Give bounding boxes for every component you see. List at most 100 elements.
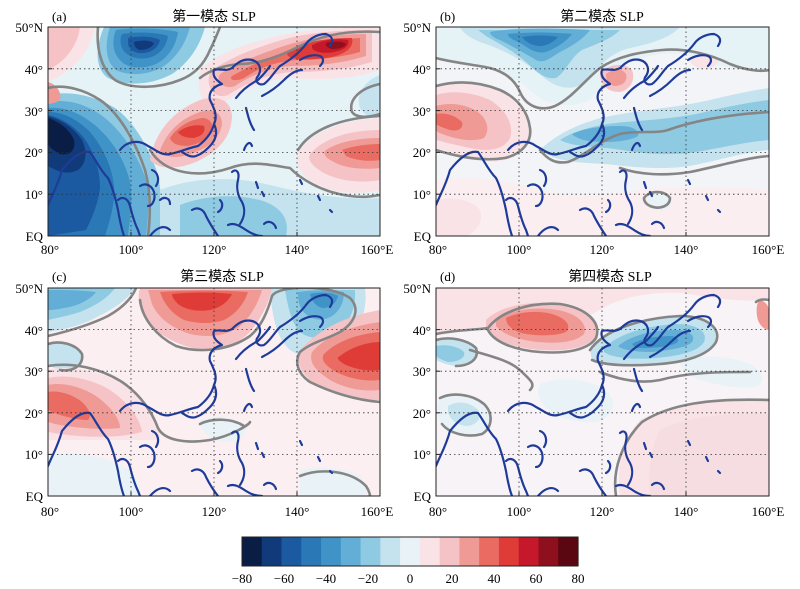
panel-c-grid — [48, 288, 380, 496]
lon-tick-160e: 160°E — [361, 504, 394, 519]
colorbar-cell — [400, 537, 421, 566]
colorbar-label-neg80: −80 — [232, 571, 252, 586]
lon-tick-120: 120° — [590, 504, 615, 519]
panel-a-title: 第一模态 SLP — [172, 8, 256, 25]
panel-d-lat-labels: 50°N 40° 30° 20° 10° EQ — [403, 281, 431, 504]
lat-tick-20: 20° — [413, 145, 431, 160]
panel-c-title: 第三模态 SLP — [180, 268, 264, 285]
colorbar-cell — [498, 537, 520, 566]
lat-tick-eq: EQ — [414, 489, 432, 504]
lat-tick-40: 40° — [25, 62, 43, 77]
colorbar-cell — [261, 537, 283, 566]
panel-d-grid — [436, 288, 769, 496]
colorbar-label-neg60: −60 — [274, 571, 294, 586]
colorbar-label-40: 40 — [488, 571, 501, 586]
lon-tick-160e: 160°E — [361, 242, 394, 257]
lon-tick-140: 140° — [285, 504, 310, 519]
lon-tick-140: 140° — [285, 242, 310, 257]
colorbar-label-neg40: −40 — [316, 571, 336, 586]
panel-a-coastlines — [48, 32, 334, 236]
panel-c-letter: (c) — [52, 269, 66, 284]
colorbar-cell — [360, 537, 381, 566]
panel-a-lon-labels: 80° 100° 120° 140° 160°E — [41, 242, 393, 257]
lon-tick-120: 120° — [202, 242, 227, 257]
panel-d-lon-labels: 80° 100° 120° 140° 160°E — [429, 504, 784, 519]
lon-tick-100: 100° — [119, 242, 144, 257]
colorbar-label-0: 0 — [407, 571, 414, 586]
lat-tick-30: 30° — [413, 364, 431, 379]
colorbar: −80 −60 −40 −20 0 20 40 60 80 — [232, 536, 585, 586]
lat-tick-10: 10° — [25, 447, 43, 462]
lon-tick-80: 80° — [429, 504, 447, 519]
panel-c-lon-labels: 80° 100° 120° 140° 160°E — [41, 504, 393, 519]
panel-d: (d) 第四模态 SLP 50°N 40° 30° 20° 10° EQ 80°… — [403, 268, 784, 519]
panel-b-lat-labels: 50°N 40° 30° 20° 10° EQ — [403, 20, 431, 244]
panel-d-title: 第四模态 SLP — [568, 268, 652, 285]
colorbar-cell — [558, 537, 579, 566]
panel-c: (c) 第三模态 SLP 50°N 40° 30° 20° 10° EQ 80°… — [15, 268, 393, 519]
colorbar-cell — [419, 537, 441, 566]
colorbar-cell — [439, 537, 461, 566]
panel-b-field — [436, 27, 769, 236]
lat-tick-50n: 50°N — [15, 281, 43, 296]
colorbar-cell — [301, 537, 322, 566]
panel-b-lon-labels: 80° 100° 120° 140° 160°E — [429, 242, 784, 257]
panel-b-title: 第二模态 SLP — [560, 8, 644, 25]
lon-tick-140: 140° — [674, 242, 699, 257]
colorbar-cells — [242, 537, 579, 566]
lat-tick-30: 30° — [413, 104, 431, 119]
panel-a-grid — [48, 27, 380, 236]
colorbar-cell — [459, 537, 480, 566]
colorbar-cell — [538, 537, 559, 566]
lat-tick-20: 20° — [25, 406, 43, 421]
lon-tick-80: 80° — [41, 504, 59, 519]
lon-tick-120: 120° — [590, 242, 615, 257]
panel-a-lat-labels: 50°N 40° 30° 20° 10° EQ — [15, 20, 43, 244]
lat-tick-20: 20° — [25, 145, 43, 160]
lat-tick-40: 40° — [413, 323, 431, 338]
colorbar-label-neg20: −20 — [358, 571, 378, 586]
panel-b-grid — [436, 27, 769, 236]
lon-tick-100: 100° — [507, 504, 532, 519]
colorbar-cell — [321, 537, 342, 566]
lon-tick-100: 100° — [507, 242, 532, 257]
panel-a: (a) 第一模态 SLP 50°N 40° 30° 20° 10° EQ 80°… — [15, 8, 393, 257]
lon-tick-120: 120° — [202, 504, 227, 519]
lat-tick-eq: EQ — [26, 229, 44, 244]
colorbar-label-80: 80 — [572, 571, 585, 586]
colorbar-labels: −80 −60 −40 −20 0 20 40 60 80 — [232, 571, 585, 586]
lat-tick-10: 10° — [413, 187, 431, 202]
lon-tick-160e: 160°E — [752, 504, 785, 519]
panel-d-letter: (d) — [440, 269, 455, 284]
panel-a-letter: (a) — [52, 9, 66, 24]
panel-d-field — [436, 288, 769, 496]
lat-tick-50n: 50°N — [403, 20, 431, 35]
lat-tick-50n: 50°N — [15, 20, 43, 35]
lon-tick-80: 80° — [429, 242, 447, 257]
lat-tick-eq: EQ — [26, 489, 44, 504]
colorbar-cell — [340, 537, 362, 566]
lat-tick-30: 30° — [25, 104, 43, 119]
panel-c-coastlines — [48, 293, 334, 496]
panel-c-lat-labels: 50°N 40° 30° 20° 10° EQ — [15, 281, 43, 504]
panel-c-field — [48, 288, 380, 496]
lon-tick-100: 100° — [119, 504, 144, 519]
panel-b-letter: (b) — [440, 9, 455, 24]
lon-tick-140: 140° — [674, 504, 699, 519]
colorbar-frame — [241, 536, 579, 567]
lon-tick-160e: 160°E — [752, 242, 785, 257]
lat-tick-40: 40° — [413, 62, 431, 77]
lat-tick-10: 10° — [413, 447, 431, 462]
colorbar-label-20: 20 — [446, 571, 459, 586]
colorbar-cell — [479, 537, 500, 566]
lon-tick-80: 80° — [41, 242, 59, 257]
colorbar-cell — [380, 537, 401, 566]
lat-tick-20: 20° — [413, 406, 431, 421]
colorbar-cell — [518, 537, 540, 566]
panel-b-coastlines — [436, 32, 722, 236]
colorbar-label-60: 60 — [530, 571, 543, 586]
lat-tick-30: 30° — [25, 364, 43, 379]
lat-tick-10: 10° — [25, 187, 43, 202]
colorbar-cell — [242, 537, 263, 566]
